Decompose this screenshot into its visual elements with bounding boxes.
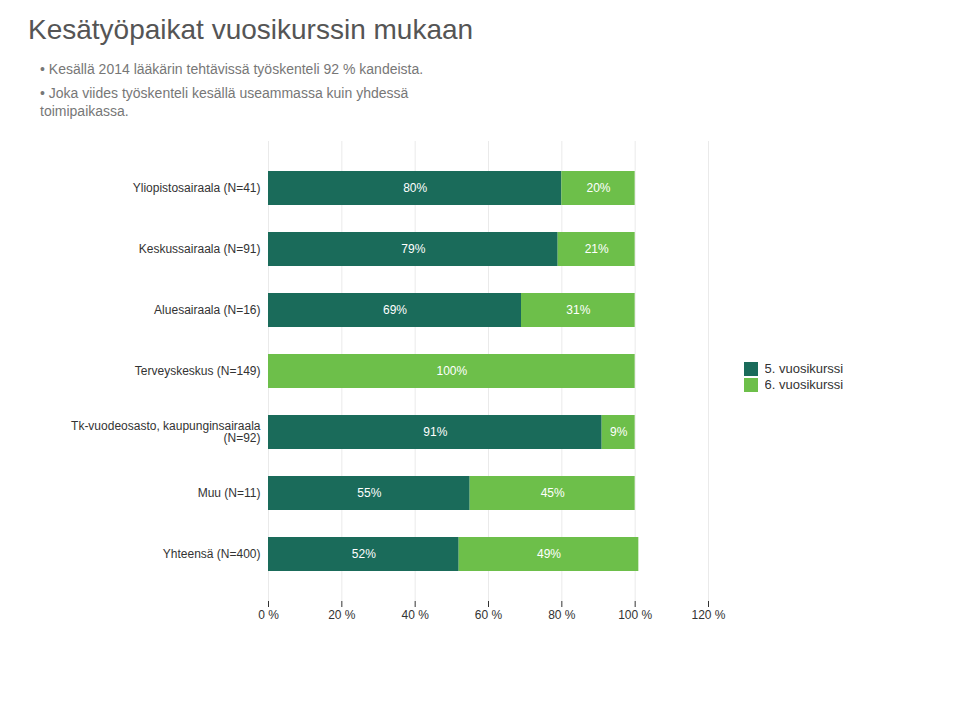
svg-text:Terveyskeskus (N=149): Terveyskeskus (N=149) bbox=[135, 364, 261, 378]
svg-text:Tk-vuodeosasto, kaupunginsaira: Tk-vuodeosasto, kaupunginsairaala(N=92) bbox=[71, 419, 261, 445]
svg-text:80%: 80% bbox=[403, 181, 427, 195]
svg-text:Yhteensä (N=400): Yhteensä (N=400) bbox=[163, 547, 261, 561]
svg-text:Muu (N=11): Muu (N=11) bbox=[198, 486, 261, 500]
svg-text:60 %: 60 % bbox=[475, 608, 503, 622]
svg-text:79%: 79% bbox=[401, 242, 425, 256]
svg-text:20 %: 20 % bbox=[328, 608, 356, 622]
svg-text:49%: 49% bbox=[537, 547, 561, 561]
html-text:6. vuosikurssi: 6. vuosikurssi bbox=[764, 377, 844, 393]
html-text:Kesätyöpaikat vuosikurssin muk: Kesätyöpaikat vuosikurssin mukaan bbox=[28, 14, 474, 45]
svg-text:40 %: 40 % bbox=[401, 608, 429, 622]
svg-text:Aluesairaala (N=16): Aluesairaala (N=16) bbox=[154, 303, 260, 317]
svg-text:91%: 91% bbox=[423, 425, 447, 439]
svg-text:55%: 55% bbox=[357, 486, 381, 500]
html-text:• Joka viides työskenteli kesä: • Joka viides työskenteli kesällä useamm… bbox=[40, 85, 409, 120]
svg-text:69%: 69% bbox=[383, 303, 407, 317]
svg-text:9%: 9% bbox=[610, 425, 628, 439]
svg-text:21%: 21% bbox=[585, 242, 609, 256]
svg-text:100%: 100% bbox=[436, 364, 467, 378]
svg-text:31%: 31% bbox=[566, 303, 590, 317]
svg-text:100 %: 100 % bbox=[618, 608, 652, 622]
svg-text:45%: 45% bbox=[541, 486, 565, 500]
svg-text:80 %: 80 % bbox=[548, 608, 576, 622]
svg-text:120 %: 120 % bbox=[691, 608, 725, 622]
html-text:5. vuosikurssi: 5. vuosikurssi bbox=[764, 361, 844, 377]
html-text:• Kesällä 2014 lääkärin tehtäv: • Kesällä 2014 lääkärin tehtävissä työsk… bbox=[40, 61, 424, 77]
svg-text:Keskussairaala (N=91): Keskussairaala (N=91) bbox=[139, 242, 261, 256]
svg-text:52%: 52% bbox=[352, 547, 376, 561]
svg-text:0 %: 0 % bbox=[258, 608, 279, 622]
svg-text:Yliopistosairaala (N=41): Yliopistosairaala (N=41) bbox=[133, 181, 261, 195]
svg-text:20%: 20% bbox=[586, 181, 610, 195]
